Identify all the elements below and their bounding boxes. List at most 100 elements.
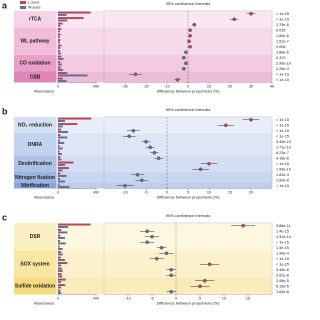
diff-point: [184, 50, 188, 55]
group-label: WL pathway: [20, 39, 49, 45]
diff-point: [155, 256, 159, 261]
group-band: [14, 55, 272, 72]
group-box: [14, 133, 56, 156]
diff-point: [182, 56, 186, 60]
diff-point: [224, 123, 228, 128]
diff-point: [184, 61, 188, 66]
group-band: [14, 278, 272, 295]
bar-w: [58, 225, 69, 228]
p-value: 2.26e-4: [276, 67, 289, 71]
p-value: 3.48e-5: [276, 279, 289, 283]
bar-w: [58, 158, 62, 161]
bar-l: [58, 11, 91, 14]
x-tick-label: 5: [187, 191, 189, 195]
bar-w: [58, 141, 65, 144]
p-value: < 1e-15: [276, 240, 289, 244]
bar-l: [58, 183, 60, 186]
x-tick-label: 5: [199, 297, 201, 301]
panel-title: 95% confidence intervals: [166, 107, 210, 112]
group-label: Nitrogen fixation: [15, 175, 55, 181]
bar-w: [58, 269, 63, 272]
p-value: 6.23e-7: [276, 151, 289, 155]
bar-l: [58, 72, 68, 75]
p-value: < 1e-15: [276, 257, 289, 261]
x-tick-label: 0: [166, 191, 168, 195]
diff-point: [150, 234, 154, 239]
x-tick-label: 10: [222, 297, 226, 301]
bar-l: [58, 278, 66, 281]
bar-l: [58, 167, 69, 170]
bar-w: [58, 41, 60, 44]
bar-l: [58, 117, 92, 120]
x-tick-label: 15: [246, 297, 250, 301]
x-tick-label: 20: [228, 85, 232, 89]
group-label: CBB: [30, 74, 41, 80]
p-value: 4.18e-6: [276, 156, 289, 160]
bar-w: [58, 30, 60, 33]
bar-l: [58, 156, 61, 159]
p-value: 1.99e-10: [276, 167, 291, 171]
p-value: 3.52e-8: [276, 273, 289, 277]
bar-w: [58, 236, 65, 239]
p-value: < 1e-15: [276, 118, 289, 122]
bar-w: [58, 68, 64, 71]
panel-letter: a: [2, 0, 8, 10]
bar-l: [58, 178, 60, 181]
bar-w: [58, 74, 88, 77]
p-value: < 1e-15: [276, 78, 289, 82]
p-value: 0.370: [276, 56, 286, 60]
diff-point: [241, 223, 245, 228]
p-value: 1.51e-7: [276, 39, 289, 43]
group-label: Sulfide oxidation: [15, 284, 55, 290]
bar-l: [58, 44, 62, 47]
bar-l: [58, 256, 61, 259]
bar-l: [58, 55, 62, 58]
x-tick-label: -10: [122, 191, 128, 195]
bar-l: [58, 28, 62, 31]
p-value: 3.46e-6: [276, 268, 289, 272]
p-value: 3.45e-10: [276, 140, 291, 144]
bar-axis-title: Abundance: [34, 89, 55, 94]
bar-w: [58, 35, 60, 38]
p-value: 1.4e-15: [276, 229, 289, 233]
diff-point: [159, 245, 164, 250]
group-band: [14, 133, 272, 156]
group-box: [14, 117, 56, 134]
p-value: 1.71e-12: [276, 145, 291, 149]
x-tick-label: 40: [270, 85, 274, 89]
p-value: < 1e-15: [276, 72, 289, 76]
bar-w: [58, 242, 66, 245]
group-band: [14, 117, 272, 134]
legend-swatch: [20, 1, 26, 4]
bar-l: [58, 262, 68, 265]
diff-point: [156, 156, 161, 160]
bar-l: [58, 61, 61, 64]
group-band: [14, 172, 272, 183]
diff-point: [148, 145, 152, 149]
bar-l: [58, 245, 60, 248]
p-value: 6.16e-5: [276, 284, 289, 288]
diff-point: [123, 183, 127, 188]
x-tick-label: 0: [175, 297, 177, 301]
diff-point: [249, 11, 253, 16]
diff-point: [140, 178, 144, 182]
legend-label: L-seed: [28, 1, 39, 5]
bar-w: [58, 46, 61, 49]
diff-point: [127, 134, 131, 138]
bar-l: [58, 229, 62, 232]
group-band: [14, 183, 272, 189]
bar-w: [58, 247, 63, 250]
bar-w: [58, 19, 68, 22]
panel-title: 95% confidence intervals: [166, 1, 210, 6]
p-value: 1.99e-4: [276, 251, 289, 255]
bar-w: [58, 275, 63, 278]
bar-tick-label: 490: [93, 84, 99, 88]
bar-tick-label: 490: [93, 296, 99, 300]
bar-l: [58, 66, 61, 69]
group-label: DSR: [30, 234, 41, 240]
bar-l: [58, 223, 91, 226]
p-value: < 1e-15: [276, 134, 289, 138]
group-label: Nitrification: [21, 183, 49, 189]
bar-l: [58, 33, 61, 36]
bar-l: [58, 123, 78, 126]
